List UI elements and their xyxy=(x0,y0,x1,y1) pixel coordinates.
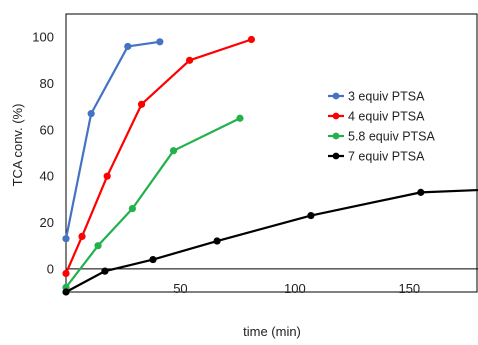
y-tick-label: 60 xyxy=(40,122,54,137)
series-line xyxy=(64,38,252,274)
data-point xyxy=(78,232,86,240)
data-point xyxy=(137,100,146,108)
y-tick-label: 0 xyxy=(47,261,54,276)
data-point xyxy=(213,237,221,245)
x-tick-label: 100 xyxy=(284,281,306,296)
data-point xyxy=(62,288,70,296)
data-point xyxy=(62,269,70,278)
series-0 xyxy=(62,38,164,243)
y-axis-label: TCA conv. (%) xyxy=(10,104,25,187)
data-point xyxy=(103,172,111,180)
x-tick-label: 150 xyxy=(398,281,420,296)
data-point xyxy=(149,255,157,264)
data-point xyxy=(87,110,95,118)
series-group xyxy=(62,35,478,296)
legend-marker xyxy=(332,132,340,140)
y-tick-label: 40 xyxy=(40,169,54,184)
legend-marker xyxy=(332,92,340,100)
series-1 xyxy=(62,35,255,278)
legend-label: 5.8 equiv PTSA xyxy=(348,130,436,144)
legend-marker xyxy=(332,112,340,120)
data-point xyxy=(186,56,194,64)
series-line xyxy=(65,188,478,293)
legend-label: 7 equiv PTSA xyxy=(348,150,425,164)
x-axis-label: time (min) xyxy=(243,324,301,339)
legend-entry: 5.8 equiv PTSA xyxy=(328,130,436,144)
x-tick-label: 50 xyxy=(173,281,187,296)
y-tick-label: 100 xyxy=(32,30,54,45)
data-point xyxy=(156,38,164,46)
series-line xyxy=(64,40,161,239)
legend-entry: 7 equiv PTSA xyxy=(328,150,425,164)
legend-label: 4 equiv PTSA xyxy=(348,110,425,124)
y-tick-label: 20 xyxy=(40,215,54,230)
series-3 xyxy=(62,188,478,296)
legend: 3 equiv PTSA 4 equiv PTSA 5.8 equiv PTSA 7 … xyxy=(328,90,436,164)
data-point xyxy=(124,42,132,51)
legend-marker xyxy=(332,152,340,160)
data-point xyxy=(307,211,315,220)
series-2 xyxy=(62,114,244,291)
data-point xyxy=(247,35,255,44)
axes xyxy=(65,13,478,293)
plot-frame xyxy=(65,13,478,293)
data-point xyxy=(236,114,244,122)
data-point xyxy=(101,267,109,275)
legend-entry: 3 equiv PTSA xyxy=(328,90,425,104)
tick-labels: 0 20 40 60 80 100 50 100 150 xyxy=(32,30,420,296)
y-tick-label: 80 xyxy=(40,76,54,91)
data-point xyxy=(94,242,102,250)
data-point xyxy=(417,188,425,196)
legend-label: 3 equiv PTSA xyxy=(348,90,425,104)
data-point xyxy=(128,205,136,213)
data-point xyxy=(62,235,70,243)
data-point xyxy=(169,147,178,155)
legend-entry: 4 equiv PTSA xyxy=(328,110,425,124)
